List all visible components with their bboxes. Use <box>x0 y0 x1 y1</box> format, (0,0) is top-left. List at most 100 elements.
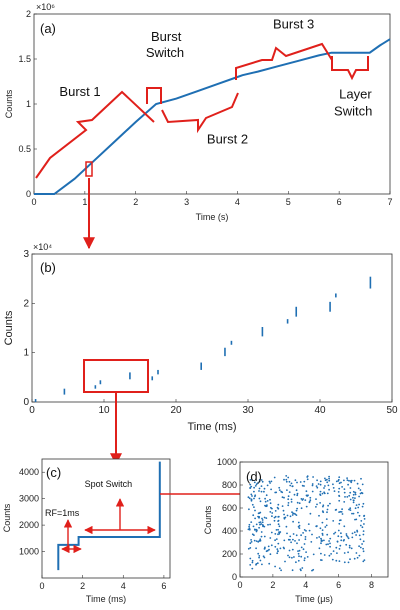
x-tick-label: 10 <box>98 405 110 416</box>
panel-d-point <box>281 496 284 499</box>
panel-d-point <box>256 482 259 484</box>
panel-d-point <box>327 504 329 507</box>
panel-d-point <box>300 507 303 510</box>
panel-d-point <box>363 514 366 517</box>
y-tick-label: 800 <box>222 480 237 490</box>
panel-d-point <box>360 477 362 480</box>
panel-a-brackets <box>35 42 369 179</box>
panel-d-point <box>257 515 259 518</box>
burst-switch-bracket <box>146 87 162 104</box>
panel-d-point <box>338 495 341 497</box>
panel-d-point <box>359 538 362 541</box>
panel-a-ticks: 0 1 2 3 4 5 6 7 0 0.5 1 1.5 2 <box>18 9 392 207</box>
panel-d-point <box>360 491 363 494</box>
panel-d-point <box>334 531 337 534</box>
panel-d-point <box>351 512 353 515</box>
panel-d-point <box>358 534 361 537</box>
panel-d-point <box>265 494 268 497</box>
panel-d-point <box>319 490 322 493</box>
panel-d-point <box>287 495 290 498</box>
panel-d-point <box>277 520 279 522</box>
panel-d-point <box>300 534 302 537</box>
x-tick-label: 2 <box>270 580 275 590</box>
panel-d-point <box>303 480 306 483</box>
panel-d-point <box>296 492 299 495</box>
panel-d-point <box>283 547 285 550</box>
panel-d-point <box>294 540 296 542</box>
panel-d-point <box>258 480 261 483</box>
panel-b-ticks: 0 10 20 30 40 50 0 1 2 3 <box>23 249 398 416</box>
panel-d-point <box>340 511 343 513</box>
panel-d-point <box>331 558 334 561</box>
panel-d-point <box>352 496 354 499</box>
panel-d-point <box>327 543 329 546</box>
panel-d-point <box>290 541 292 544</box>
panel-d-point <box>359 546 362 549</box>
panel-a-y-multiplier: ×10⁶ <box>36 2 55 12</box>
panel-d-point <box>258 512 261 514</box>
panel-d-point <box>325 518 328 520</box>
burst3-bracket <box>235 42 333 80</box>
panel-d-point <box>346 496 349 498</box>
y-tick-label: 1000 <box>217 457 237 467</box>
panel-d-point <box>281 491 284 494</box>
panel-d-point <box>348 546 351 549</box>
panel-d-point <box>292 533 295 535</box>
panel-d-point <box>297 521 300 524</box>
panel-d-point <box>315 525 318 528</box>
panel-d-point <box>287 476 290 479</box>
panel-d-point <box>309 512 312 515</box>
panel-d-point <box>332 487 335 489</box>
panel-d-point <box>274 565 276 568</box>
panel-d-point <box>301 484 304 487</box>
panel-d-point <box>287 502 290 504</box>
panel-d-point <box>337 529 340 532</box>
panel-d-point <box>343 525 346 528</box>
panel-d-point <box>263 548 266 550</box>
panel-d-point <box>357 511 359 514</box>
panel-d-point <box>326 508 329 511</box>
panel-d-point <box>269 537 272 539</box>
x-tick-label: 7 <box>387 197 392 207</box>
x-tick-label: 0 <box>29 405 35 416</box>
panel-d-point <box>263 490 265 493</box>
panel-d-point <box>254 517 256 520</box>
panel-d-point <box>318 514 320 517</box>
panel-d-point <box>343 488 346 490</box>
panel-d-point <box>338 482 341 485</box>
panel-d-point <box>326 533 329 536</box>
panel-d-point <box>351 536 354 539</box>
panel-d-point <box>283 513 285 516</box>
panel-d-point <box>297 559 300 562</box>
panel-d-point <box>343 539 345 541</box>
panel-d-point <box>298 549 301 552</box>
panel-d-point <box>251 533 254 536</box>
panel-d-point <box>302 532 304 534</box>
panel-d-point <box>253 539 256 542</box>
burst1-bracket <box>35 90 155 179</box>
panel-d-point <box>348 479 350 482</box>
panel-d-point <box>349 507 352 510</box>
panel-d-point <box>292 538 294 541</box>
panel-d-point <box>292 512 294 515</box>
panel-d-point <box>266 500 269 502</box>
panel-d-point <box>283 539 286 542</box>
panel-d-point <box>338 476 341 479</box>
panel-d-point <box>306 478 309 481</box>
panel-d-point <box>343 552 346 554</box>
panel-d-point <box>316 503 318 506</box>
panel-d-point <box>347 551 349 554</box>
panel-d-point <box>278 567 281 570</box>
panel-d-point <box>320 552 322 555</box>
panel-b-y-multiplier: ×10⁴ <box>33 242 52 252</box>
x-tick-label: 40 <box>314 405 326 416</box>
panel-d-point <box>310 541 313 543</box>
panel-d-point <box>269 502 272 505</box>
panel-d-point <box>287 498 290 501</box>
panel-d-point <box>258 487 261 490</box>
panel-d-point <box>261 517 263 520</box>
panel-d-point <box>363 518 366 520</box>
panel-d-point <box>273 519 276 522</box>
